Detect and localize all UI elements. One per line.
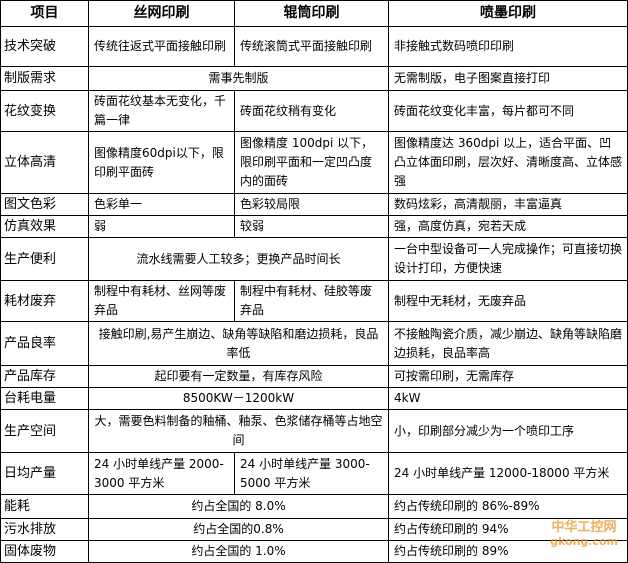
table-cell: 约占传统印刷的 86%-89% bbox=[388, 494, 628, 519]
row-label: 生产空间 bbox=[0, 409, 89, 453]
table-cell: 传统往返式平面接触印刷 bbox=[88, 26, 235, 67]
watermark-text: gkong.com bbox=[550, 535, 618, 548]
table-cell: 可按需印刷，无需库存 bbox=[388, 365, 628, 388]
row-label: 产品库存 bbox=[0, 365, 89, 388]
table-row: 产品良率 接触印刷,易产生崩边、缺角等缺陷和磨边损耗，良品率低 不接触陶瓷介质，减少… bbox=[0, 321, 628, 366]
table-cell: 制程中有耗材、丝网等废弃品 bbox=[88, 280, 235, 322]
header-cell: 项目 bbox=[0, 0, 89, 27]
row-label: 生产便利 bbox=[0, 237, 89, 281]
row-label: 能耗 bbox=[0, 494, 89, 519]
table-row: 花纹变换 砖面花纹基本无变化，千篇一律 砖面花纹稍有变化 砖面花纹变化丰富，每片都可不… bbox=[0, 90, 628, 132]
row-label: 仿真效果 bbox=[0, 215, 89, 238]
row-label: 台耗电量 bbox=[0, 387, 89, 410]
table-cell: 约占全国的 1.0% bbox=[88, 540, 389, 563]
table-cell: 24 小时单线产量 2000-3000 平方米 bbox=[88, 452, 235, 495]
table-cell: 24 小时单线产量 12000-18000 平方米 bbox=[388, 452, 628, 495]
table-cell: 一台中型设备可一人完成操作；可直接切换设计打印，方便快速 bbox=[388, 237, 628, 281]
table-row: 固体废物 约占全国的 1.0% 约占传统印刷的 89% bbox=[0, 540, 628, 563]
header-cell: 丝网印刷 bbox=[88, 0, 235, 27]
row-label: 花纹变换 bbox=[0, 90, 89, 132]
table-cell: 约占全国的 8.0% bbox=[88, 494, 389, 519]
table-cell: 无需制版，电子图案直接打印 bbox=[388, 66, 628, 91]
row-label: 图文色彩 bbox=[0, 193, 89, 216]
table-cell: 不接触陶瓷介质，减少崩边、缺角等缺陷磨边损耗，良品率高 bbox=[388, 321, 628, 366]
table-cell: 色彩较局限 bbox=[234, 193, 389, 216]
table-cell: 弱 bbox=[88, 215, 235, 238]
table-cell: 大，需要色料制备的釉桶、釉泵、色浆储存桶等占地空间 bbox=[88, 409, 389, 453]
table-cell: 流水线需要人工较多；更换产品时间长 bbox=[88, 237, 389, 281]
header-cell: 喷墨印刷 bbox=[388, 0, 628, 27]
table-row: 日均产量 24 小时单线产量 2000-3000 平方米 24 小时单线产量 300… bbox=[0, 452, 628, 495]
table-row: 技术突破 传统往返式平面接触印刷 传统滚筒式平面接触印刷 非接触式数码喷印印刷 bbox=[0, 26, 628, 67]
header-cell: 辊筒印刷 bbox=[234, 0, 389, 27]
table-cell: 传统滚筒式平面接触印刷 bbox=[234, 26, 389, 67]
table-cell: 图像精度60dpi以下，限印刷平面砖 bbox=[88, 131, 235, 194]
row-label: 制版需求 bbox=[0, 66, 89, 91]
table-row: 制版需求 需事先制版 无需制版，电子图案直接打印 bbox=[0, 66, 628, 91]
table-cell: 图像精度达 360dpi 以上，适合平面、凹凸立体面印刷，层次好、清晰度高、立体… bbox=[388, 131, 628, 194]
table-cell: 小，印刷部分减少为一个喷印工序 bbox=[388, 409, 628, 453]
table-row: 能耗 约占全国的 8.0% 约占传统印刷的 86%-89% bbox=[0, 494, 628, 519]
table-row: 台耗电量 8500KW－1200kW 4kW bbox=[0, 387, 628, 410]
table-cell: 约占全国的0.8% bbox=[88, 518, 389, 541]
table-cell: 起印要有一定数量，有库存风险 bbox=[88, 365, 389, 388]
table-cell: 制程中有耗材、硅胶等废弃品 bbox=[234, 280, 389, 322]
table-cell: 接触印刷,易产生崩边、缺角等缺陷和磨边损耗，良品率低 bbox=[88, 321, 389, 366]
table-row: 生产空间 大，需要色料制备的釉桶、釉泵、色浆储存桶等占地空间 小，印刷部分减少为一个… bbox=[0, 409, 628, 453]
table-cell: 4kW bbox=[388, 387, 628, 410]
table-row: 产品库存 起印要有一定数量，有库存风险 可按需印刷，无需库存 bbox=[0, 365, 628, 388]
table-cell: 24 小时单线产量 3000-5000 平方米 bbox=[234, 452, 389, 495]
table-row: 图文色彩 色彩单一 色彩较局限 数码炫彩，高清靓丽，丰富逼真 bbox=[0, 193, 628, 216]
table-cell: 8500KW－1200kW bbox=[88, 387, 389, 410]
row-label: 立体高清 bbox=[0, 131, 89, 194]
table-row: 仿真效果弱较弱 强，高度仿真，宛若天成 bbox=[0, 215, 628, 238]
table-cell: 色彩单一 bbox=[88, 193, 235, 216]
table-cell: 砖面花纹基本无变化，千篇一律 bbox=[88, 90, 235, 132]
table-cell: 制程中无耗材，无废弃品 bbox=[388, 280, 628, 322]
row-label: 污水排放 bbox=[0, 518, 89, 541]
table-cell: 砖面花纹稍有变化 bbox=[234, 90, 389, 132]
table-cell: 砖面花纹变化丰富，每片都可不同 bbox=[388, 90, 628, 132]
row-label: 产品良率 bbox=[0, 321, 89, 366]
table-cell: 非接触式数码喷印印刷 bbox=[388, 26, 628, 67]
row-label: 技术突破 bbox=[0, 26, 89, 67]
table-cell: 强，高度仿真，宛若天成 bbox=[388, 215, 628, 238]
header-row: 项目 丝网印刷 辊筒印刷 喷墨印刷 bbox=[0, 0, 628, 27]
watermark: 中华工控网 gkong.com bbox=[550, 521, 618, 549]
watermark-text: 中华工控网 bbox=[551, 520, 617, 535]
row-label: 固体废物 bbox=[0, 540, 89, 563]
table-row: 污水排放 约占全国的0.8% 约占传统印刷的 94% bbox=[0, 518, 628, 541]
table-cell: 图像精度 100dpi 以下，限印刷平面和一定凹凸度内的面砖 bbox=[234, 131, 389, 194]
table-cell: 较弱 bbox=[234, 215, 389, 238]
table-cell: 数码炫彩，高清靓丽，丰富逼真 bbox=[388, 193, 628, 216]
row-label: 耗材废弃 bbox=[0, 280, 89, 322]
table-row: 生产便利 流水线需要人工较多；更换产品时间长 一台中型设备可一人完成操作；可直接切换… bbox=[0, 237, 628, 281]
table-cell: 需事先制版 bbox=[88, 66, 389, 91]
row-label: 日均产量 bbox=[0, 452, 89, 495]
table-row: 耗材废弃 制程中有耗材、丝网等废弃品 制程中有耗材、硅胶等废弃品 制程中无耗材，无废弃… bbox=[0, 280, 628, 322]
table-row: 立体高清 图像精度60dpi以下，限印刷平面砖 图像精度 100dpi 以下，限印刷… bbox=[0, 131, 628, 194]
